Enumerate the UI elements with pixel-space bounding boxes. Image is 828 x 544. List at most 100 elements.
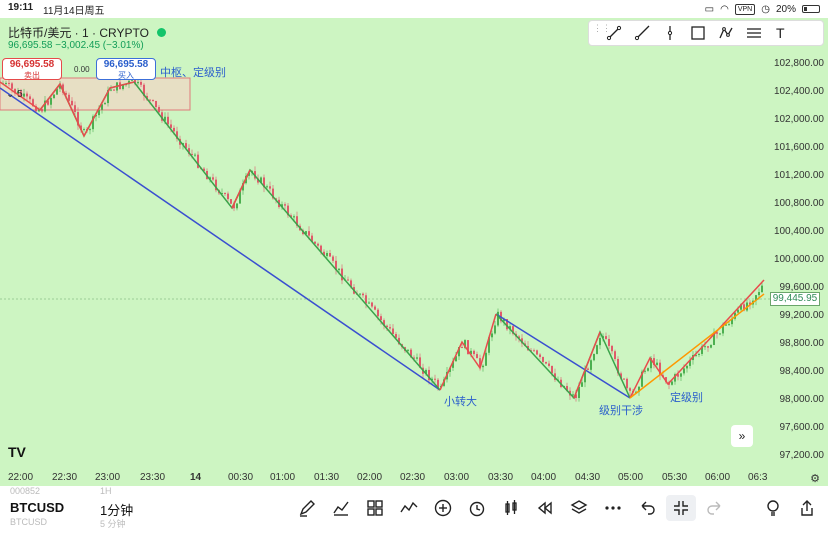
candle-body [11, 83, 13, 89]
candle-body [431, 378, 433, 381]
candles-icon[interactable] [496, 495, 526, 521]
ray-icon[interactable] [629, 22, 655, 44]
candle-body [740, 304, 742, 310]
candle-body [23, 93, 25, 97]
indicators-icon[interactable] [326, 495, 356, 521]
time-axis[interactable]: 22:00 22:30 23:00 23:30 14 00:30 01:00 01:30 02:… [0, 470, 828, 486]
candle-body [677, 374, 679, 377]
candle-body [377, 309, 379, 317]
candle-body [719, 333, 721, 335]
price-change: 96,695.58 −3,002.45 (−3.01%) [8, 40, 144, 51]
candle-body [50, 98, 52, 105]
candle-body [287, 205, 289, 216]
candle-body [452, 361, 454, 368]
candle-body [494, 325, 496, 334]
replay-icon[interactable] [530, 495, 560, 521]
price-level-label: 98,400.00 [779, 366, 825, 377]
candle-body [185, 143, 187, 149]
indicator-collapse[interactable]: ⌄ 5 [6, 89, 23, 100]
candles-group [2, 78, 763, 402]
candle-body [71, 100, 73, 106]
status-time: 19:11 [8, 1, 34, 13]
price-level-label: 100,000.00 [773, 254, 824, 265]
time-label: 06:00 [705, 472, 731, 483]
candle-body [743, 304, 745, 311]
time-label: 03:00 [444, 472, 470, 483]
candle-body [194, 154, 196, 156]
candle-body [620, 373, 622, 379]
orange-line [629, 293, 765, 399]
share-icon[interactable] [792, 495, 822, 521]
blue-line-right [495, 313, 631, 399]
horizontal-lines-icon[interactable] [741, 22, 767, 44]
candle-body [212, 177, 214, 180]
chart-area[interactable]: 比特币/美元 · 1 · CRYPTO 96,695.58 −3,002.45 … [0, 18, 828, 470]
candle-body [359, 293, 361, 295]
candle-body [44, 100, 46, 112]
airplay-icon: ▭ [704, 3, 715, 15]
candle-body [14, 88, 16, 94]
price-level-label: 99,600.00 [779, 282, 825, 293]
candle-body [167, 116, 169, 125]
alarm-icon[interactable] [462, 495, 492, 521]
time-label: 02:00 [357, 472, 383, 483]
candle-body [608, 338, 610, 346]
drag-handle-icon[interactable]: ⋮⋮ [593, 23, 611, 33]
candle-body [224, 193, 226, 195]
candle-body [419, 357, 421, 368]
candle-body [755, 295, 757, 301]
sell-button[interactable]: 96,695.58 卖出 [2, 58, 62, 80]
price-level-label: 98,800.00 [779, 338, 825, 349]
candle-body [695, 354, 697, 356]
candle-body [605, 336, 607, 339]
ghost-text-a: 000852 [10, 486, 41, 496]
candle-body [323, 251, 325, 257]
candle-body [395, 334, 397, 338]
scroll-to-latest-button[interactable]: » [731, 425, 753, 447]
pattern-icon[interactable] [394, 495, 424, 521]
candle-body [158, 107, 160, 113]
layout-grid-icon[interactable] [360, 495, 390, 521]
text-icon[interactable]: T [769, 22, 795, 44]
trend-line-icon[interactable] [601, 22, 627, 44]
candle-body [488, 337, 490, 353]
candle-body [737, 309, 739, 313]
time-label: 22:30 [52, 472, 78, 483]
blue-line-main [0, 87, 441, 391]
drawing-toolbar[interactable]: ⋮⋮ T [588, 20, 824, 46]
candle-body [329, 253, 331, 257]
settings-icon[interactable]: ⚙ [810, 473, 820, 485]
add-icon[interactable] [428, 495, 458, 521]
symbol-selector[interactable]: BTCUSD [10, 500, 65, 515]
candle-body [8, 82, 10, 84]
candle-body [20, 91, 22, 97]
candle-body [68, 94, 70, 101]
collapse-icon[interactable] [666, 495, 696, 521]
time-label: 02:30 [400, 472, 426, 483]
annotation-small-to-big: 小转大 [444, 396, 477, 408]
candle-body [398, 337, 400, 345]
price-chart[interactable] [0, 18, 828, 470]
candle-body [656, 362, 658, 365]
green-line-1 [133, 81, 441, 391]
lightbulb-icon[interactable] [758, 495, 788, 521]
pen-icon[interactable] [292, 495, 322, 521]
buy-button[interactable]: 96,695.58 买入 [96, 58, 156, 80]
vertical-line-icon[interactable] [657, 22, 683, 44]
candle-body [674, 374, 676, 382]
candle-body [683, 368, 685, 374]
candle-body [407, 349, 409, 351]
more-icon[interactable] [598, 495, 628, 521]
candle-body [362, 293, 364, 296]
redo-icon[interactable] [700, 495, 730, 521]
candle-body [17, 91, 19, 94]
path-icon[interactable] [713, 22, 739, 44]
candle-body [518, 336, 520, 339]
symbol-title[interactable]: 比特币/美元 · 1 · CRYPTO [8, 24, 166, 41]
candle-body [731, 318, 733, 325]
undo-icon[interactable] [632, 495, 662, 521]
layers-icon[interactable] [564, 495, 594, 521]
candle-body [314, 241, 316, 244]
rectangle-icon[interactable] [685, 22, 711, 44]
interval-selector[interactable]: 1分钟 [100, 503, 134, 518]
